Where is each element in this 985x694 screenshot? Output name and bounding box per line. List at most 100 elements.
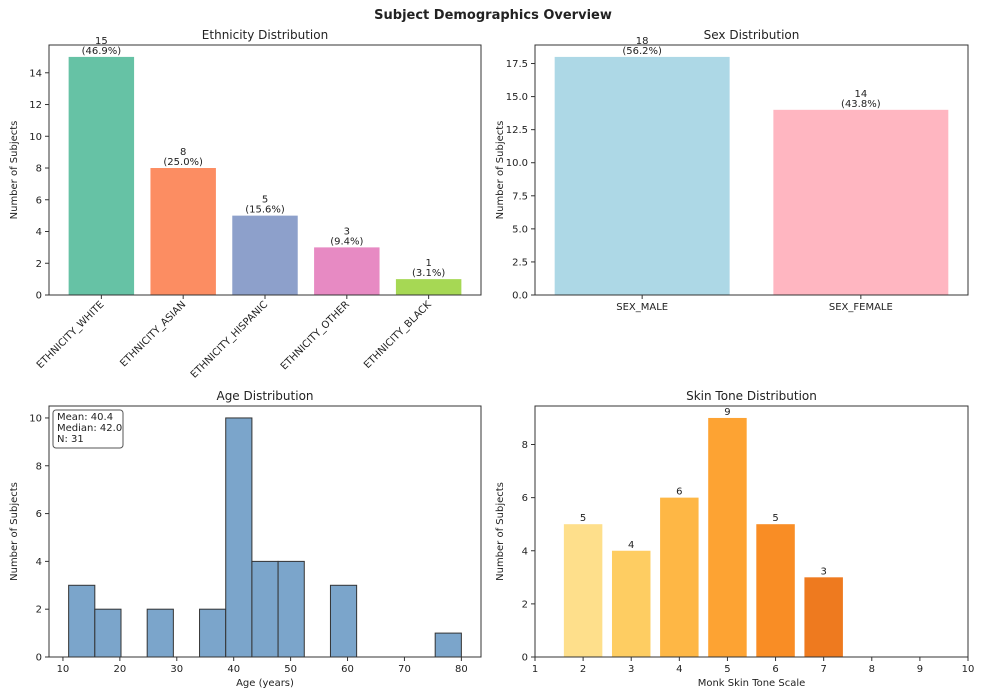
y-tick-label: 15.0 — [506, 92, 528, 103]
annotation: Mean: 40.4 Median: 42.0 N: 31 — [57, 412, 122, 445]
bar — [563, 524, 603, 657]
value-label: 4 — [628, 540, 634, 551]
x-tick-label: 8 — [869, 664, 875, 675]
y-tick-label: 5.0 — [512, 224, 528, 235]
bar — [150, 168, 216, 295]
x-tick-label: 7 — [820, 664, 826, 675]
y-tick-label: 2 — [36, 259, 42, 270]
y-axis-label: Number of Subjects — [495, 482, 506, 581]
y-tick-label: 8 — [36, 164, 42, 175]
value-label: 6 — [676, 487, 682, 498]
x-tick-label: 9 — [917, 664, 923, 675]
y-tick-label: 17.5 — [506, 59, 528, 70]
subplot: Sex Distribution Number of Subjects 0.0 2.5… — [495, 28, 969, 313]
x-tick-label: 30 — [170, 664, 183, 675]
value-label: 3 — [820, 566, 826, 577]
axes-frame — [534, 44, 969, 296]
y-tick-label: 0 — [522, 653, 528, 664]
histogram-bar — [68, 584, 96, 658]
annotation-box — [52, 409, 124, 449]
y-tick-label: 12.5 — [506, 125, 528, 136]
bar — [773, 109, 949, 295]
y-tick-label: 2.5 — [512, 257, 528, 268]
x-tick-label: 10 — [962, 664, 975, 675]
subplot: Age Distribution Number of Subjects Age (y… — [9, 389, 482, 689]
value-label: 1 (3.1%) — [412, 258, 445, 279]
histogram-bar — [434, 632, 462, 658]
x-tick-label: 50 — [284, 664, 297, 675]
y-axis-label: Number of Subjects — [495, 121, 506, 220]
y-tick-label: 2 — [522, 599, 528, 610]
bar — [395, 279, 462, 295]
y-axis-label: Number of Subjects — [9, 121, 20, 220]
value-label: 8 (25.0%) — [163, 147, 203, 168]
value-label: 5 — [772, 513, 778, 524]
bar — [708, 417, 747, 657]
bar — [611, 550, 651, 657]
y-tick-label: 2 — [36, 605, 42, 616]
axes-frame — [534, 405, 969, 658]
subplot: Skin Tone Distribution Number of Subjects… — [495, 389, 974, 689]
bar — [756, 524, 795, 657]
y-tick-label: 8 — [522, 440, 528, 451]
y-tick-label: 10 — [29, 413, 42, 424]
y-tick-label: 0 — [36, 653, 42, 664]
x-tick-label: 60 — [341, 664, 354, 675]
x-tick-label: 5 — [724, 664, 730, 675]
value-label: 14 (43.8%) — [841, 89, 881, 110]
y-tick-label: 10.0 — [506, 158, 528, 169]
histogram-bar — [251, 560, 279, 658]
x-tick-label: 80 — [455, 664, 468, 675]
y-tick-label: 14 — [29, 68, 42, 79]
y-tick-label: 4 — [36, 227, 42, 238]
value-label: 9 — [724, 407, 730, 418]
y-tick-label: 8 — [36, 461, 42, 472]
bar — [68, 56, 135, 296]
x-axis-label: Monk Skin Tone Scale — [698, 678, 806, 689]
x-tick-label: SEX_MALE — [616, 302, 668, 313]
histogram-bar — [94, 608, 122, 658]
figure-title: Subject Demographics Overview — [374, 8, 612, 23]
value-label: 18 (56.2%) — [622, 36, 662, 57]
value-label: 5 — [580, 513, 586, 524]
histogram-bar — [225, 417, 253, 658]
x-axis-label: Age (years) — [236, 678, 294, 689]
bar — [804, 577, 843, 657]
histogram-bar — [199, 608, 227, 658]
x-tick-label: SEX_FEMALE — [829, 302, 893, 313]
x-tick-label: 70 — [398, 664, 411, 675]
subplot-title: Ethnicity Distribution — [202, 28, 328, 42]
y-tick-label: 6 — [36, 509, 42, 520]
y-tick-label: 10 — [29, 132, 42, 143]
y-axis-label: Number of Subjects — [9, 482, 20, 581]
bar — [232, 215, 298, 295]
y-tick-label: 0.0 — [512, 291, 528, 302]
y-tick-label: 7.5 — [512, 191, 528, 202]
x-tick-label: 4 — [676, 664, 682, 675]
value-label: 3 (9.4%) — [330, 226, 363, 247]
bar — [554, 56, 730, 296]
histogram-bar — [146, 608, 174, 658]
x-tick-label: 6 — [772, 664, 778, 675]
x-tick-label: 2 — [580, 664, 586, 675]
value-label: 5 (15.6%) — [245, 195, 285, 216]
y-tick-label: 6 — [522, 493, 528, 504]
x-tick-label: 40 — [227, 664, 240, 675]
x-tick-label: 1 — [532, 664, 538, 675]
y-tick-label: 4 — [522, 546, 528, 557]
value-label: 15 (46.9%) — [82, 36, 122, 57]
y-tick-label: 12 — [29, 100, 42, 111]
subplot-title: Age Distribution — [216, 389, 313, 403]
y-tick-label: 0 — [36, 291, 42, 302]
y-tick-label: 4 — [36, 557, 42, 568]
histogram-bar — [329, 584, 358, 658]
x-tick-label: 10 — [57, 664, 70, 675]
x-tick-label: 3 — [628, 664, 634, 675]
subplot-title: Skin Tone Distribution — [686, 389, 817, 403]
subplot-title: Sex Distribution — [704, 28, 800, 42]
bar — [660, 497, 699, 657]
bar — [314, 247, 380, 295]
x-tick-label: 20 — [113, 664, 126, 675]
histogram-bar — [277, 560, 305, 658]
